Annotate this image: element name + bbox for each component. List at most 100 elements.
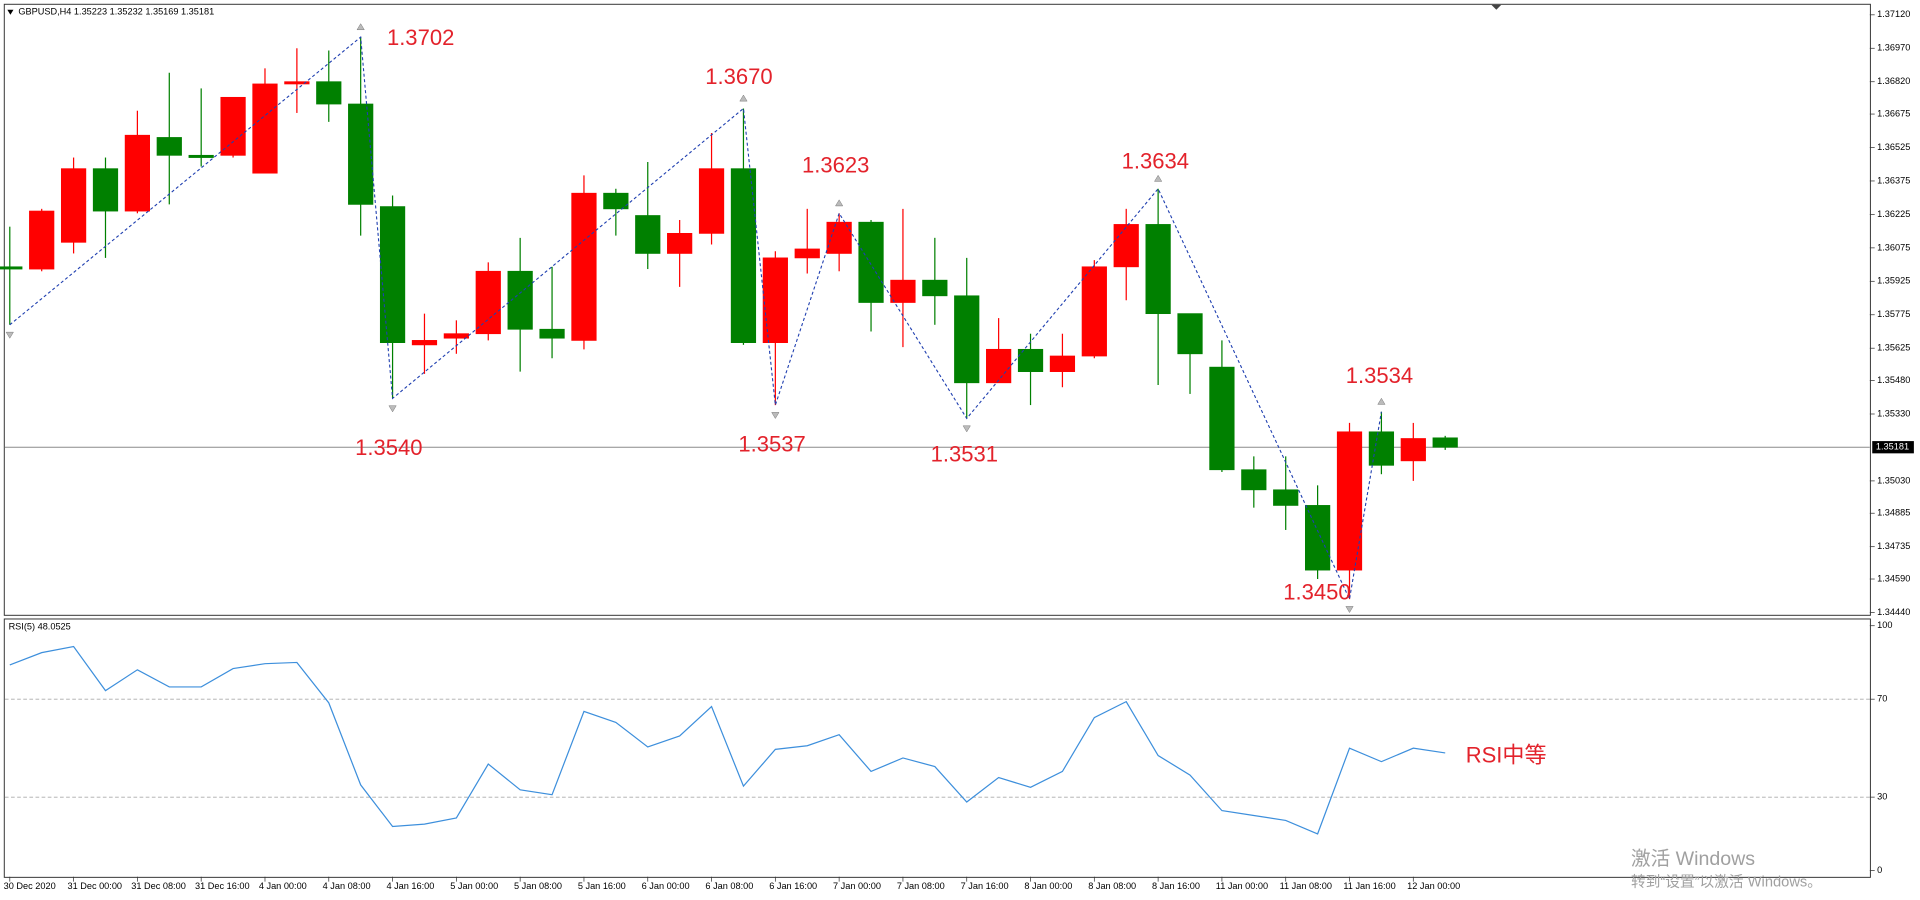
y-tick-label: 1.34735 (1877, 541, 1910, 551)
candle-body (858, 221, 884, 303)
y-tick-label: 1.36225 (1877, 209, 1910, 219)
candle-body (156, 137, 182, 156)
y-tick-label: 1.35030 (1877, 475, 1910, 485)
x-tick-label: 7 Jan 16:00 (961, 881, 1009, 891)
x-tick-label: 31 Dec 16:00 (195, 881, 250, 891)
y-tick-label: 1.36525 (1877, 142, 1910, 152)
candle-body (1209, 366, 1235, 471)
y-tick-label: 1.36075 (1877, 242, 1910, 252)
x-tick-label: 5 Jan 00:00 (450, 881, 498, 891)
price-annotation: 1.3623 (802, 152, 869, 177)
candle-body (954, 295, 980, 384)
watermark-title: 激活 Windows (1631, 848, 1755, 870)
candle-body (1273, 489, 1299, 506)
candle-body (284, 81, 310, 85)
x-tick-label: 31 Dec 08:00 (131, 881, 186, 891)
rsi-line (9, 645, 1446, 835)
candle-body (730, 168, 757, 344)
candle-body (92, 168, 119, 212)
candle-body (1336, 431, 1363, 571)
candle-body (1145, 224, 1171, 315)
x-tick-label: 4 Jan 16:00 (386, 881, 434, 891)
x-tick-label: 11 Jan 08:00 (1280, 881, 1332, 891)
y-tick-label: 70 (1877, 694, 1887, 704)
y-tick-label: 1.36675 (1877, 108, 1910, 118)
y-tick-label: 1.35480 (1877, 375, 1910, 385)
pivot-arrow (962, 425, 971, 433)
candle-body (986, 348, 1012, 384)
price-panel (3, 3, 1871, 616)
y-tick-label: 1.34885 (1877, 508, 1910, 518)
current-price-label: 1.35181 (1876, 442, 1909, 452)
price-annotation: 1.3670 (705, 64, 772, 89)
y-tick-label: 1.37120 (1877, 9, 1910, 19)
candle-body (1432, 437, 1458, 448)
candle-body (252, 83, 278, 174)
current-price-box (1872, 441, 1914, 454)
candle-body (1113, 224, 1139, 268)
price-annotation: 1.3634 (1122, 149, 1189, 174)
x-tick-label: 4 Jan 00:00 (259, 881, 307, 891)
candle-body (188, 154, 214, 158)
candle-body (922, 279, 948, 297)
candle-body (1241, 469, 1267, 491)
y-tick-label: 1.34440 (1877, 607, 1910, 617)
x-tick-label: 11 Jan 16:00 (1343, 881, 1395, 891)
x-tick-label: 30 Dec 2020 (4, 881, 56, 891)
price-annotation: 1.3702 (387, 25, 454, 50)
watermark-subtitle: 转到“设置”以激活 Windows。 (1631, 874, 1822, 891)
candle-body (539, 328, 565, 339)
x-tick-label: 8 Jan 00:00 (1024, 881, 1072, 891)
pivot-arrow (739, 94, 748, 102)
candle-body (635, 215, 661, 254)
pivot-arrow (1377, 397, 1386, 405)
zigzag-line (9, 36, 1382, 601)
x-tick-label: 6 Jan 16:00 (769, 881, 817, 891)
y-tick-label: 1.36375 (1877, 175, 1910, 185)
shift-marker (1491, 4, 1502, 10)
y-tick-label: 1.35330 (1877, 408, 1910, 418)
symbol-header: GBPUSD,H4 1.35223 1.35232 1.35169 1.3518… (18, 7, 214, 17)
x-tick-label: 7 Jan 00:00 (833, 881, 881, 891)
candle-body (1081, 266, 1107, 357)
candle-body (475, 270, 501, 335)
rsi-panel (3, 618, 1871, 878)
price-annotation: 1.3534 (1346, 363, 1413, 388)
pivot-arrow (771, 412, 780, 420)
rsi-header: RSI(5) 48.0525 (9, 621, 71, 631)
x-tick-label: 11 Jan 00:00 (1216, 881, 1268, 891)
candle-body (794, 248, 820, 259)
candle-body (890, 279, 916, 303)
rsi-annotation: RSI中等 (1466, 743, 1547, 768)
x-tick-label: 5 Jan 16:00 (578, 881, 626, 891)
candle-body (316, 81, 342, 105)
candle-body (411, 340, 438, 346)
x-tick-label: 31 Dec 00:00 (67, 881, 122, 891)
y-tick-label: 1.36820 (1877, 76, 1910, 86)
y-tick-label: 1.35625 (1877, 343, 1910, 353)
candle-body (220, 96, 246, 156)
price-annotation: 1.3537 (738, 432, 805, 457)
candle-body (667, 232, 693, 254)
price-annotation: 1.3531 (931, 441, 998, 466)
candle-body (60, 168, 87, 243)
x-tick-label: 8 Jan 16:00 (1152, 881, 1200, 891)
x-tick-label: 12 Jan 00:00 (1407, 881, 1460, 891)
menu-arrow[interactable] (7, 9, 14, 15)
y-tick-label: 30 (1877, 792, 1887, 802)
pivot-arrow (1154, 174, 1163, 182)
candle-body (1305, 505, 1331, 571)
candle-body (443, 333, 469, 339)
candle-body (1177, 313, 1203, 355)
candle-body (1400, 438, 1426, 462)
candle-body (348, 103, 374, 205)
candle-body (1049, 355, 1076, 372)
x-tick-label: 5 Jan 08:00 (514, 881, 562, 891)
pivot-arrow (5, 331, 14, 339)
x-tick-label: 8 Jan 08:00 (1088, 881, 1136, 891)
y-tick-label: 1.35925 (1877, 276, 1910, 286)
x-tick-label: 6 Jan 00:00 (642, 881, 690, 891)
y-tick-label: 1.36970 (1877, 43, 1910, 53)
x-tick-label: 4 Jan 08:00 (323, 881, 371, 891)
